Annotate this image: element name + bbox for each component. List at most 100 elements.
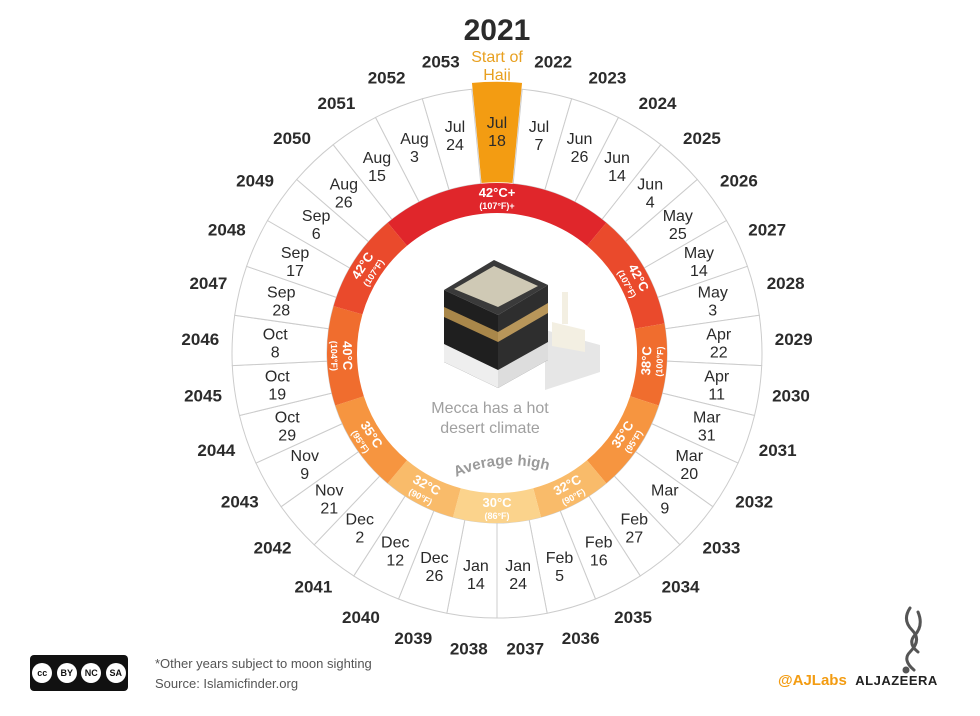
segment-month: Jul xyxy=(487,115,507,132)
center-text-line2: desert climate xyxy=(440,420,540,437)
year-label: 2034 xyxy=(662,577,700,596)
segment-month: Jul xyxy=(529,119,549,136)
band-arc xyxy=(387,460,461,518)
segment-month: Aug xyxy=(363,150,391,167)
segment-month: Nov xyxy=(291,448,319,465)
segment-day: 6 xyxy=(312,226,321,243)
year-label: 2024 xyxy=(639,94,677,113)
year-label: 2028 xyxy=(767,274,805,293)
band-sublabel: (100°F) xyxy=(654,346,666,377)
segment-day: 18 xyxy=(488,133,506,150)
segment-day: 8 xyxy=(271,344,280,361)
segment-month: Feb xyxy=(546,550,574,567)
segment-day: 9 xyxy=(300,466,309,483)
temperature-band: 42°C+(107°F)+ xyxy=(387,183,607,246)
band-sublabel: (86°F) xyxy=(484,511,509,521)
segment-day: 26 xyxy=(335,194,353,211)
segment-day: 14 xyxy=(608,168,626,185)
temperature-band: 35°C(95°F) xyxy=(586,396,659,484)
temperature-band: 42°C(107°F) xyxy=(586,222,665,329)
segment-day: 25 xyxy=(669,226,687,243)
segment-month: May xyxy=(698,285,728,302)
segment-day: 5 xyxy=(555,568,564,585)
band-arc xyxy=(630,323,667,406)
band-label: 30°C xyxy=(482,495,512,510)
year-label: 2052 xyxy=(368,68,406,87)
band-arc xyxy=(453,488,541,523)
band-sublabel: (104°F) xyxy=(329,341,340,371)
segment-month: Mar xyxy=(693,410,721,427)
segment-month: Jun xyxy=(637,176,663,193)
center-text-line1: Mecca has a hot xyxy=(431,400,549,417)
aljazeera-logo-icon xyxy=(902,606,922,674)
temperature-band: 40°C(104°F) xyxy=(327,306,364,406)
segment-day: 4 xyxy=(646,194,655,211)
year-labels: 2022202320242025202620272028202920302031… xyxy=(181,52,812,658)
year-label: 2041 xyxy=(294,577,332,596)
year-label: 2044 xyxy=(197,441,235,460)
kaaba-illustration xyxy=(444,260,600,390)
segment-day: 14 xyxy=(690,263,708,280)
by-icon: BY xyxy=(56,663,77,683)
year-label: 2043 xyxy=(221,493,259,512)
segment-day: 24 xyxy=(446,137,464,154)
segment-month: Oct xyxy=(265,369,290,386)
band-arc xyxy=(387,183,607,246)
segment-day: 12 xyxy=(386,552,404,569)
year-label: 2051 xyxy=(318,94,356,113)
year-label: 2053 xyxy=(422,52,460,71)
year-label: 2030 xyxy=(772,386,810,405)
chart-subtitle-line2: Hajj xyxy=(483,67,511,84)
segment-month: Sep xyxy=(267,285,296,302)
aljazeera-name: ALJAZEERA xyxy=(855,673,938,688)
year-label: 2049 xyxy=(236,172,274,191)
year-label: 2027 xyxy=(748,221,786,240)
segment-day: 21 xyxy=(320,500,338,517)
year-label: 2025 xyxy=(683,129,721,148)
segment-month: Sep xyxy=(302,208,331,225)
year-label: 2031 xyxy=(759,441,797,460)
arc-label: Average high xyxy=(451,452,551,481)
segment-month: Nov xyxy=(315,482,343,499)
year-label: 2035 xyxy=(614,608,652,627)
segment-month: Aug xyxy=(330,176,358,193)
year-label: 2042 xyxy=(254,538,292,557)
segment-day: 15 xyxy=(368,168,386,185)
band-arc xyxy=(327,306,364,406)
ajlabs-handle: @AJLabs xyxy=(778,672,847,689)
band-arc xyxy=(335,396,408,484)
year-label: 2045 xyxy=(184,386,222,405)
segment-month: Feb xyxy=(585,534,613,551)
band-label: 38°C xyxy=(638,345,655,375)
year-label: 2039 xyxy=(394,629,432,648)
segment-month: Oct xyxy=(263,326,288,343)
temperature-band: 38°C (100°F) xyxy=(630,323,667,406)
year-label: 2038 xyxy=(450,640,488,659)
segment-day: 22 xyxy=(710,344,728,361)
segment-month: Oct xyxy=(275,410,300,427)
temperature-band: 30°C(86°F) xyxy=(453,488,541,523)
year-label: 2050 xyxy=(273,129,311,148)
year-label: 2040 xyxy=(342,608,380,627)
year-label: 2029 xyxy=(775,330,813,349)
year-label: 2048 xyxy=(208,221,246,240)
year-label: 2037 xyxy=(506,640,544,659)
segment-day: 20 xyxy=(680,466,698,483)
segment-month: Dec xyxy=(346,512,374,529)
segment-day: 26 xyxy=(571,149,589,166)
segment-day: 19 xyxy=(268,387,286,404)
band-arc xyxy=(586,396,659,484)
year-label: 2032 xyxy=(735,493,773,512)
year-label: 2036 xyxy=(562,629,600,648)
